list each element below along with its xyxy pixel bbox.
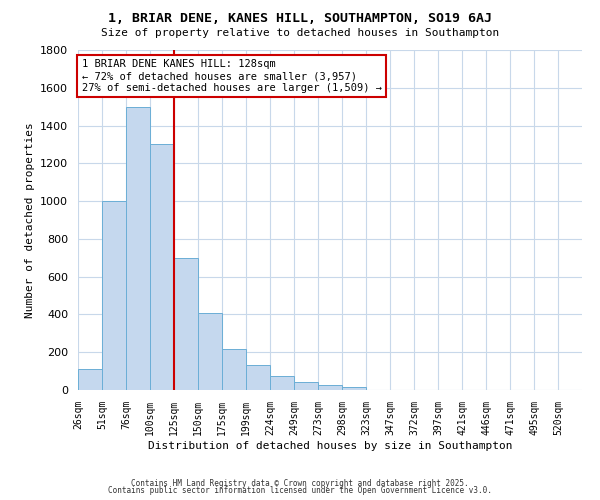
Text: Contains public sector information licensed under the Open Government Licence v3: Contains public sector information licen… (108, 486, 492, 495)
Bar (342, 387, 366, 390)
X-axis label: Distribution of detached houses by size in Southampton: Distribution of detached houses by size … (148, 440, 512, 450)
Bar (318, 386, 342, 390)
Y-axis label: Number of detached properties: Number of detached properties (25, 122, 35, 318)
Bar (126, 106, 150, 390)
Text: 1 BRIAR DENE KANES HILL: 128sqm
← 72% of detached houses are smaller (3,957)
27%: 1 BRIAR DENE KANES HILL: 128sqm ← 72% of… (82, 60, 382, 92)
Text: 1, BRIAR DENE, KANES HILL, SOUTHAMPTON, SO19 6AJ: 1, BRIAR DENE, KANES HILL, SOUTHAMPTON, … (108, 12, 492, 26)
Bar (150, 144, 174, 390)
Bar (246, 364, 270, 390)
Bar (198, 312, 222, 390)
Bar (270, 376, 294, 390)
Bar (294, 382, 318, 390)
Text: Size of property relative to detached houses in Southampton: Size of property relative to detached ho… (101, 28, 499, 38)
Bar (174, 258, 198, 390)
Bar (78, 369, 102, 390)
Bar (102, 201, 126, 390)
Text: Contains HM Land Registry data © Crown copyright and database right 2025.: Contains HM Land Registry data © Crown c… (131, 478, 469, 488)
Bar (222, 350, 246, 390)
